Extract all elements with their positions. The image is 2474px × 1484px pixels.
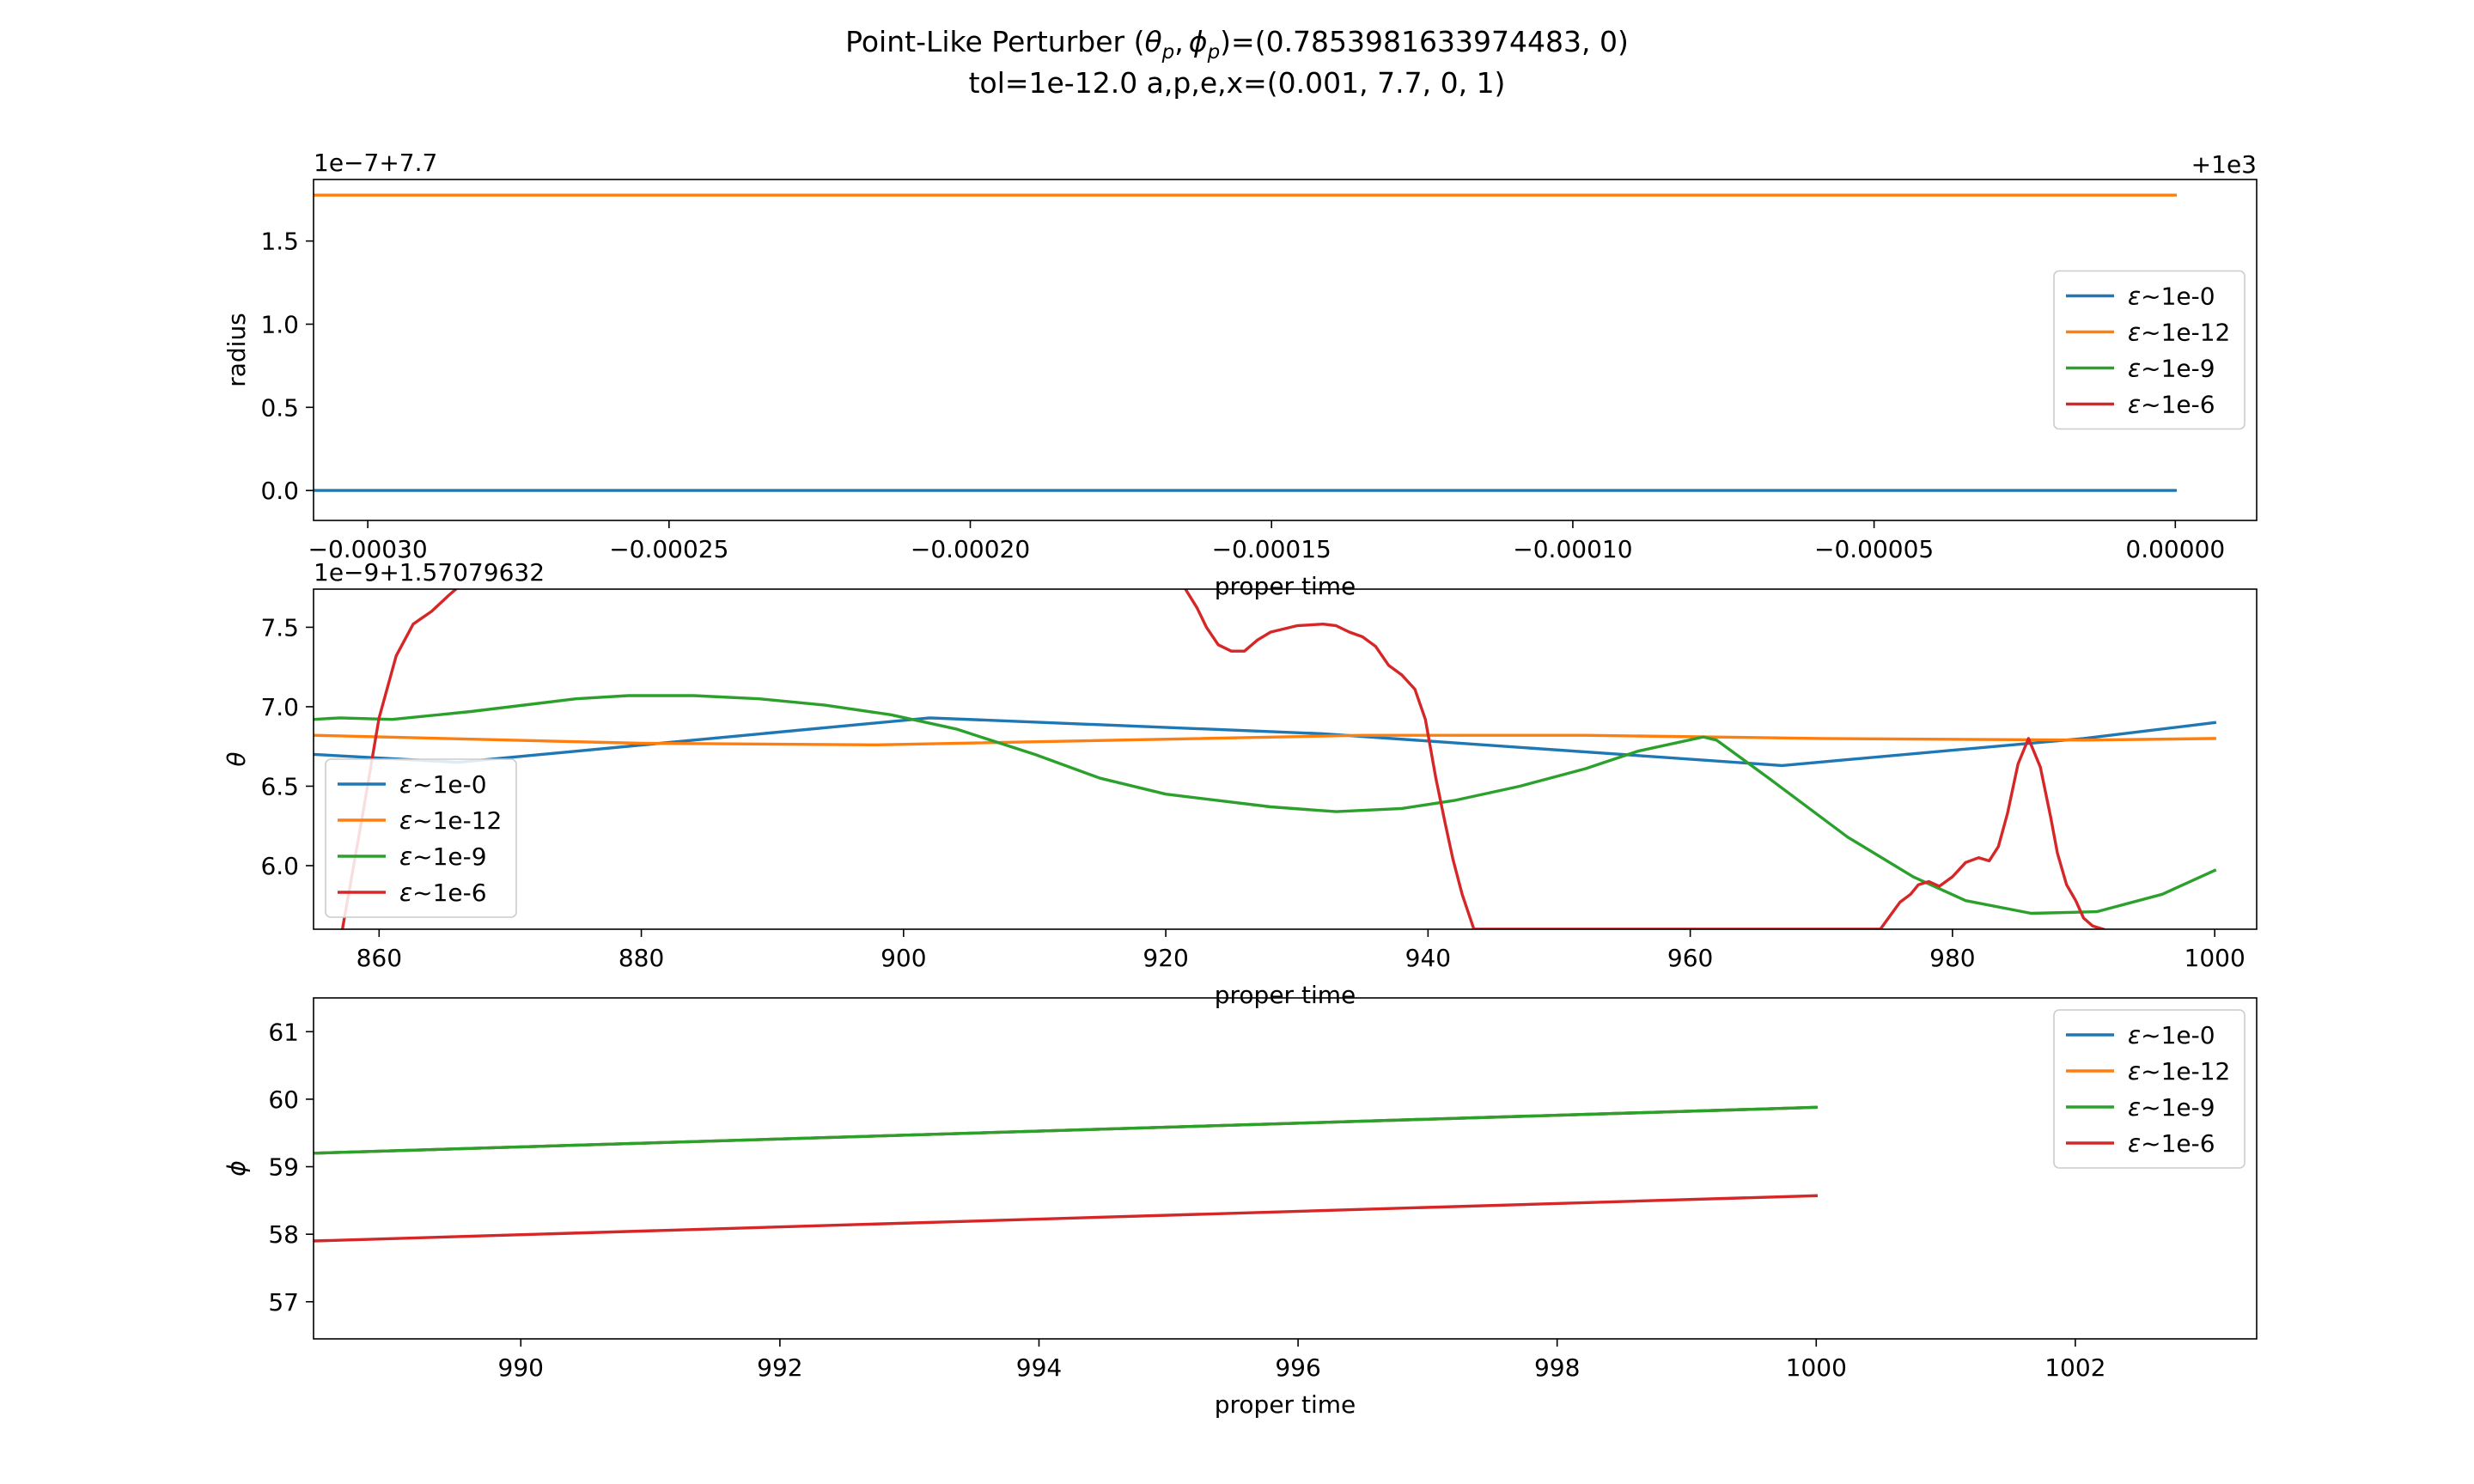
axes-frame <box>313 179 2258 521</box>
x-tick-label: −0.00025 <box>609 535 728 563</box>
y-tick-label: 58 <box>268 1220 299 1249</box>
legend-label-1e-12: ε~1e-12 <box>399 806 502 835</box>
x-tick-label: 920 <box>1143 944 1188 972</box>
figure-title-line-1: Point-Like Perturber (θp, ϕp)=(0.78539816… <box>845 25 1629 64</box>
x-tick-label: 994 <box>1016 1353 1062 1382</box>
y-tick-label: 6.5 <box>260 772 299 800</box>
x-tick-label: 880 <box>618 944 664 972</box>
plot-area <box>314 1105 1819 1243</box>
y-axis-label: θ <box>222 751 251 766</box>
y-axis-label: radius <box>222 313 251 387</box>
figure-title-line-2: tol=1e-12.0 a,p,e,x=(0.001, 7.7, 0, 1) <box>969 66 1506 100</box>
axes-frame <box>313 588 2258 930</box>
legend-label-1e-9: ε~1e-9 <box>2128 1093 2215 1122</box>
x-axis-label: proper time <box>1215 981 1356 1009</box>
x-tick-label: 992 <box>757 1353 802 1382</box>
x-tick-label: 996 <box>1275 1353 1320 1382</box>
y-offset-text: 1e−9+1.57079632 <box>314 558 545 587</box>
series-line-1e-9 <box>314 694 2217 915</box>
axes-theta: 860 880 900 920 940 960 980 1000 6.0 6.5 7.0 7.5 pro… <box>222 558 2258 1009</box>
axes-phi: 990 992 994 996 998 1000 1002 57 58 59 60 61 proper … <box>222 997 2258 1419</box>
legend-label-1e-0: ε~1e-0 <box>399 770 487 799</box>
x-tick-label: 1002 <box>2044 1353 2105 1382</box>
legend-frame <box>325 758 517 918</box>
legend-label-1e-0: ε~1e-0 <box>2128 283 2215 311</box>
legend-label-1e-6: ε~1e-6 <box>2128 1129 2215 1158</box>
x-offset-text: +1e3 <box>2191 150 2257 179</box>
y-tick-label: 1.0 <box>260 310 299 338</box>
legend-label-1e-6: ε~1e-6 <box>2128 391 2215 419</box>
y-tick-label: 61 <box>268 1018 299 1046</box>
y-offset-text: 1e−7+7.7 <box>314 149 437 177</box>
legend-label-1e-12: ε~1e-12 <box>2128 1057 2230 1086</box>
legend: ε~1e-0 ε~1e-12 ε~1e-9 ε~1e-6 <box>325 758 517 918</box>
x-tick-label: 860 <box>356 944 402 972</box>
plot-area <box>314 193 2178 492</box>
y-tick-label: 1.5 <box>260 228 299 256</box>
series-line-1e-12 <box>314 733 2216 746</box>
series-line-1e-9 <box>314 1105 1819 1155</box>
legend-frame <box>2053 1009 2245 1169</box>
y-tick-label: 57 <box>268 1288 299 1317</box>
x-axis-label: proper time <box>1215 572 1356 600</box>
x-tick-label: 998 <box>1534 1353 1580 1382</box>
series-line-1e-6 <box>340 589 2105 929</box>
legend-label-1e-9: ε~1e-9 <box>2128 355 2215 383</box>
y-tick-label: 0.5 <box>260 393 299 422</box>
axes-radius: −0.00030 −0.00025 −0.00020 −0.00015 −0.00010… <box>222 149 2258 600</box>
y-tick-label: 59 <box>268 1153 299 1182</box>
y-tick-label: 0.0 <box>260 477 299 505</box>
x-tick-label: 940 <box>1405 944 1451 972</box>
x-tick-label: 1000 <box>1786 1353 1847 1382</box>
legend-frame <box>2053 270 2245 430</box>
legend-label-1e-9: ε~1e-9 <box>399 842 487 871</box>
legend-label-1e-12: ε~1e-12 <box>2128 319 2230 347</box>
series-line-1e-6 <box>314 1194 1819 1243</box>
x-tick-label: 0.00000 <box>2125 535 2225 563</box>
x-tick-label: 900 <box>881 944 926 972</box>
x-tick-label: −0.00030 <box>308 535 428 563</box>
x-tick-label: 990 <box>498 1353 544 1382</box>
y-tick-label: 7.0 <box>260 693 299 721</box>
x-tick-label: −0.00005 <box>1814 535 1934 563</box>
y-axis-label: ϕ <box>222 1160 251 1176</box>
legend-label-1e-0: ε~1e-0 <box>2128 1021 2215 1049</box>
figure-title: Point-Like Perturber (θp, ϕp)=(0.78539816… <box>845 25 1629 100</box>
y-tick-label: 6.0 <box>260 852 299 880</box>
y-tick-label: 7.5 <box>260 613 299 642</box>
legend: ε~1e-0 ε~1e-12 ε~1e-9 ε~1e-6 <box>2053 270 2245 430</box>
x-tick-label: 960 <box>1667 944 1713 972</box>
y-tick-label: 60 <box>268 1086 299 1114</box>
axes-frame <box>313 997 2258 1340</box>
x-tick-label: −0.00010 <box>1513 535 1632 563</box>
x-tick-label: 1000 <box>2185 944 2245 972</box>
x-tick-label: −0.00020 <box>911 535 1030 563</box>
legend-label-1e-6: ε~1e-6 <box>399 879 487 907</box>
x-tick-label: −0.00015 <box>1212 535 1331 563</box>
x-axis-label: proper time <box>1215 1390 1356 1419</box>
x-tick-label: 980 <box>1929 944 1975 972</box>
legend: ε~1e-0 ε~1e-12 ε~1e-9 ε~1e-6 <box>2053 1009 2245 1169</box>
